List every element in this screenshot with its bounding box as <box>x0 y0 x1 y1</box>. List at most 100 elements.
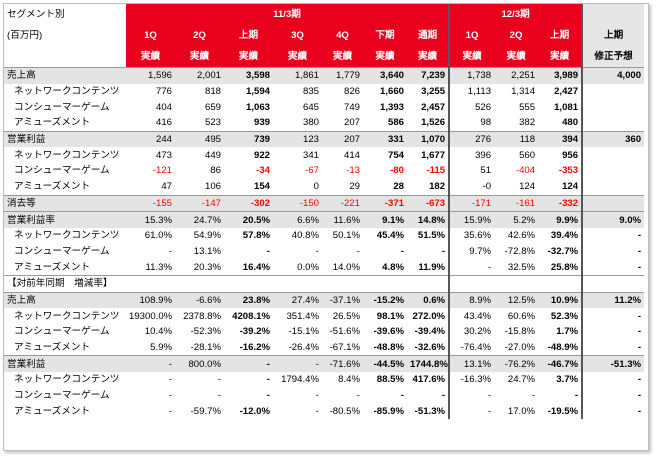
cell-value: -171 <box>448 194 495 212</box>
cell-value: - <box>266 374 270 386</box>
cell-value: 404 <box>155 101 172 113</box>
cell-value: 207 <box>343 117 360 129</box>
cell-value: - <box>400 245 404 257</box>
cell-value: -48.9% <box>538 339 584 356</box>
cell-value: - <box>448 403 495 420</box>
cell-value: 3.7% <box>538 372 584 388</box>
segment-label: セグメント別 <box>4 4 126 25</box>
cell-value: 10.4% <box>144 326 172 338</box>
cell-value: 1,660 <box>379 86 404 98</box>
row-label: コンシューマーゲーム <box>14 165 110 177</box>
cell-value: 24.7% <box>507 374 536 386</box>
cell-value: 60.6% <box>507 310 536 322</box>
cell-value: -67.1% <box>329 342 360 354</box>
cell-value <box>175 274 224 293</box>
cell-value: 0.0% <box>297 261 319 273</box>
col-actual-9: 実績 <box>538 46 584 68</box>
cell-value: 26.5% <box>332 310 360 322</box>
cell-value: -44.5% <box>363 355 407 373</box>
cell-value: 341 <box>302 149 319 161</box>
table-row: 営業利益 -800.0% - - -71.6% -44.5% 1744.8% 13.1% -76… <box>4 355 645 373</box>
col-period-0: 1Q <box>126 25 175 46</box>
cell-value: -32.6% <box>414 342 446 354</box>
cell-value: 555 <box>519 101 536 113</box>
cell-value: 52.3% <box>538 308 584 324</box>
cell-value: 98.1% <box>376 310 404 322</box>
cell-value: -39.2% <box>239 326 270 338</box>
cell-value: 826 <box>343 86 360 98</box>
row-label: コンシューマーゲーム <box>14 101 110 113</box>
cell-value: - <box>217 374 221 386</box>
cell-value: -15.8% <box>504 326 536 338</box>
cell-value: 1,070 <box>407 130 450 148</box>
cell-value: -155 <box>126 194 175 212</box>
table-row: 消去等 -155 -147 -302 -150 -221 -371 -673 -171 -161-… <box>4 194 645 212</box>
col-period-2: 上期 <box>224 25 273 46</box>
table-row: コンシューマーゲーム 404 659 1,063 645 749 1,393 2,457 526… <box>4 99 644 116</box>
cell-value: 40.8% <box>291 230 319 242</box>
cell-value <box>494 274 539 293</box>
cell-value: 51 <box>448 163 495 179</box>
cell-value: 50.1% <box>332 230 360 242</box>
cell-value: 30.2% <box>448 324 495 340</box>
row-label: ネットワークコンテンツ <box>14 86 120 98</box>
cell-value: 86 <box>210 165 221 177</box>
cell-value: 526 <box>448 99 495 116</box>
cell-value: 4,000 <box>582 66 645 84</box>
cell-value: - <box>441 245 446 257</box>
cell-value: -26.4% <box>288 342 319 354</box>
cell-value: -15.2% <box>363 291 407 309</box>
cell-value: 5.2% <box>494 211 539 228</box>
cell-value: - <box>168 374 172 386</box>
cell-value: -353 <box>538 163 584 179</box>
cell-value: 1,081 <box>538 99 584 116</box>
cell-value: 54.9% <box>193 230 221 242</box>
cell-value: 2,001 <box>175 66 224 84</box>
cell-value: 1.7% <box>538 324 584 340</box>
cell-value: 25.8% <box>538 259 584 276</box>
cell-value: -673 <box>407 194 450 212</box>
unit-label: (百万円) <box>4 25 126 46</box>
row-label: ネットワークコンテンツ <box>14 149 120 161</box>
cell-value: -371 <box>363 194 407 212</box>
cell-value: 98 <box>448 115 495 132</box>
cell-value: 9.7% <box>448 243 495 260</box>
table-row: ネットワークコンテンツ 776 818 1,594 835 826 1,660 3,255 1,… <box>4 83 644 100</box>
cell-value: 39.4% <box>538 227 584 244</box>
cell-value: -404 <box>515 165 536 177</box>
row-label: 営業利益 <box>4 130 126 148</box>
cell-value: - <box>538 387 584 404</box>
col-period-6: 通期 <box>407 25 450 46</box>
cell-value: 360 <box>582 130 645 148</box>
cell-value: 776 <box>155 86 172 98</box>
cell-value: - <box>168 390 172 402</box>
cell-value: 1744.8% <box>407 355 450 373</box>
cell-value: -115 <box>426 165 446 177</box>
cell-value: 12.5% <box>494 291 539 309</box>
col-period-4: 4Q <box>322 25 363 46</box>
cell-value: -52.3% <box>190 326 221 338</box>
cell-value <box>582 99 644 115</box>
cell-value: 15.9% <box>448 211 495 228</box>
cell-value: -46.7% <box>538 355 584 373</box>
cell-value: 4.8% <box>382 261 404 273</box>
table-row: ネットワークコンテンツ 19300.0% 2378.8% 4208.1% 351.4% 2… <box>4 308 644 324</box>
col-actual-6: 実績 <box>407 46 450 68</box>
cell-value: - <box>448 387 495 404</box>
col-period-7: 1Q <box>448 25 495 46</box>
cell-value: -72.8% <box>504 245 536 257</box>
cell-value: 24.7% <box>175 211 224 228</box>
cell-value: 88.5% <box>376 374 404 386</box>
cell-value: 10.9% <box>538 291 584 309</box>
row-label: アミューズメント <box>14 342 91 354</box>
cell-value: 20.5% <box>224 211 273 228</box>
cell-value: -121 <box>152 165 172 177</box>
cell-value: 9.1% <box>363 211 407 228</box>
cell-value: 11.2% <box>582 291 645 309</box>
cell-value: 351.4% <box>286 310 319 322</box>
cell-value: 0 <box>313 181 319 193</box>
cell-value: 6.6% <box>273 211 322 228</box>
cell-value: -80 <box>390 165 404 177</box>
row-label: アミューズメント <box>14 261 91 273</box>
cell-value: 42.6% <box>507 230 536 242</box>
